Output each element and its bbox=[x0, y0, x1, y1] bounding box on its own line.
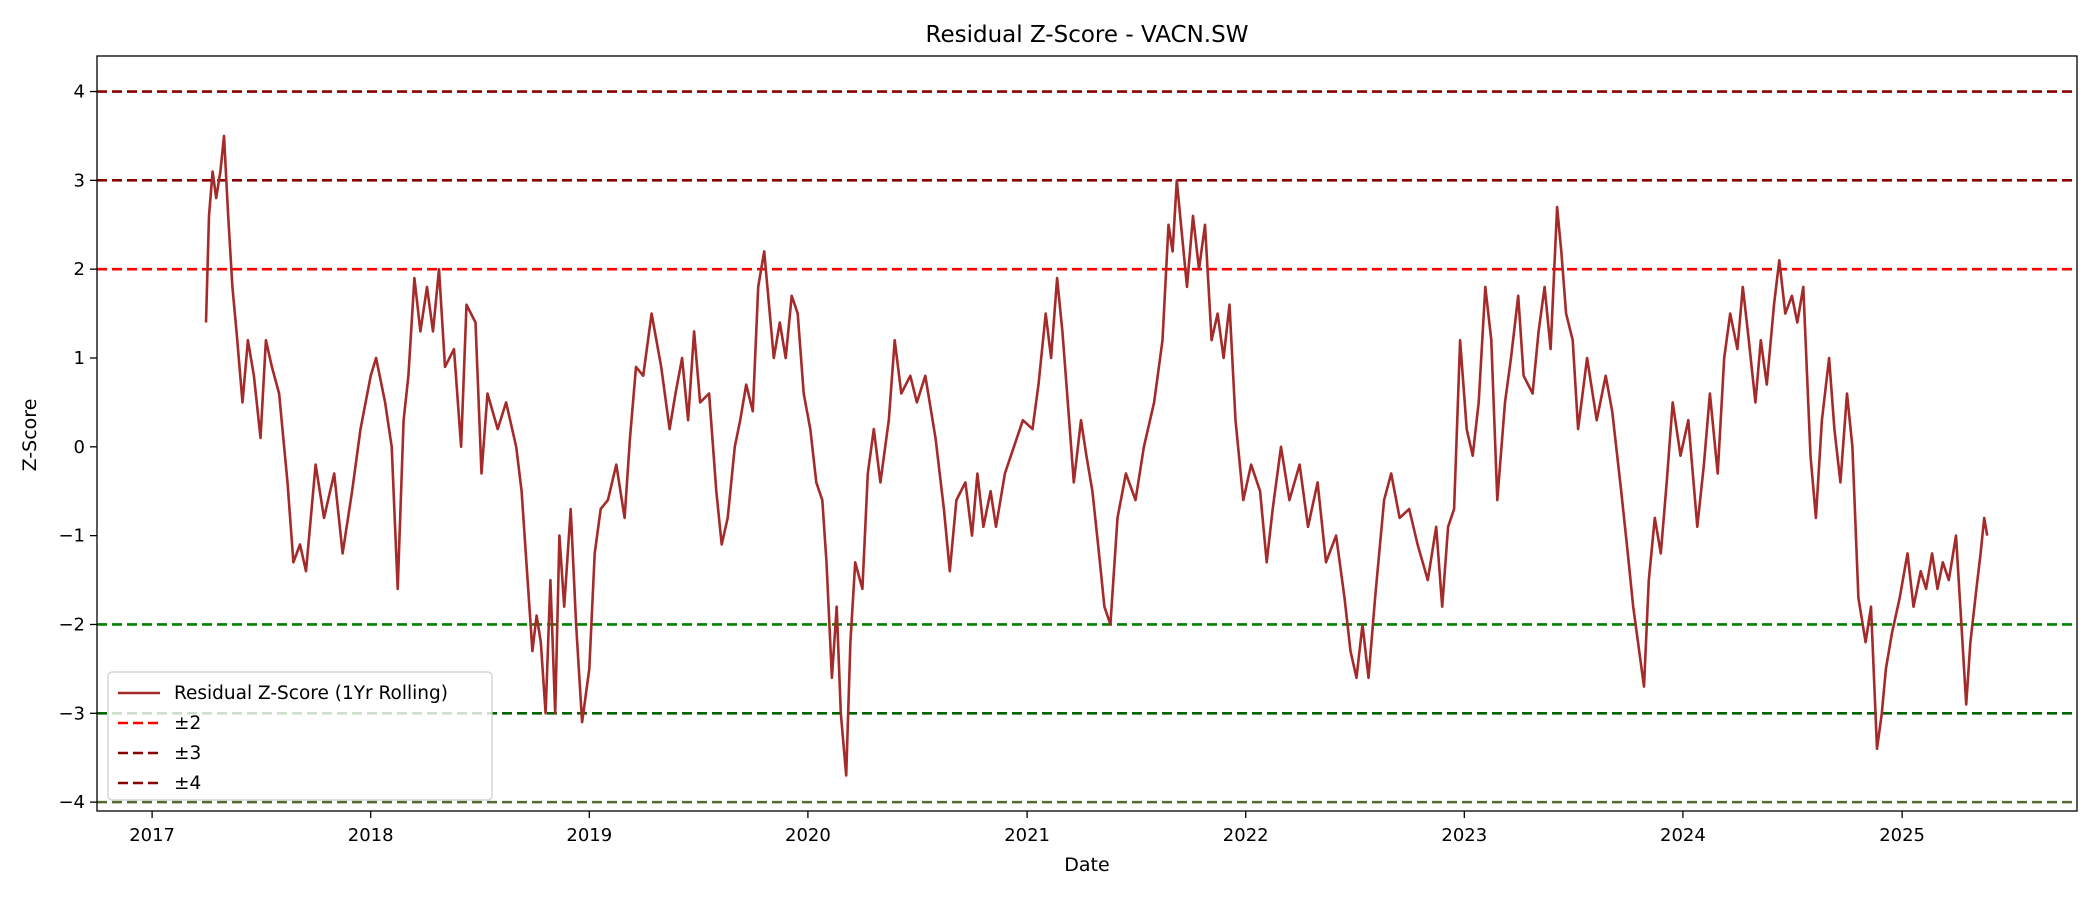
x-tick-label: 2023 bbox=[1441, 825, 1487, 846]
x-tick-label: 2025 bbox=[1879, 825, 1925, 846]
chart-title: Residual Z-Score - VACN.SW bbox=[926, 22, 1249, 48]
x-axis-ticks: 2017 2018 2019 2020 2021 2022 2023 2024 2025 bbox=[129, 811, 1925, 846]
legend-label: ±2 bbox=[174, 713, 201, 734]
x-tick-label: 2019 bbox=[566, 825, 612, 846]
y-axis-ticks: −4 −3 −2 −1 0 1 2 3 4 bbox=[58, 82, 97, 813]
legend-label: ±3 bbox=[174, 743, 201, 764]
x-tick-label: 2021 bbox=[1004, 825, 1050, 846]
legend-label: Residual Z-Score (1Yr Rolling) bbox=[174, 683, 448, 704]
x-tick-label: 2024 bbox=[1660, 825, 1706, 846]
y-tick-label: 1 bbox=[74, 348, 85, 369]
x-axis-label: Date bbox=[1064, 854, 1109, 876]
y-tick-label: 4 bbox=[74, 82, 85, 103]
x-tick-label: 2022 bbox=[1223, 825, 1269, 846]
x-tick-label: 2020 bbox=[785, 825, 831, 846]
series-layer bbox=[204, 134, 1989, 777]
y-tick-label: −2 bbox=[58, 614, 85, 635]
legend: Residual Z-Score (1Yr Rolling) ±2 ±3 ±4 bbox=[107, 671, 493, 801]
y-tick-label: −3 bbox=[58, 703, 85, 724]
plot-frame bbox=[96, 55, 2078, 812]
y-tick-label: 2 bbox=[74, 259, 85, 280]
x-tick-label: 2018 bbox=[348, 825, 394, 846]
y-tick-label: −4 bbox=[58, 792, 85, 813]
legend-label: ±4 bbox=[174, 773, 201, 794]
reference-lines bbox=[97, 90, 2077, 804]
y-tick-label: −1 bbox=[58, 526, 85, 547]
y-tick-label: 0 bbox=[74, 437, 85, 458]
x-tick-label: 2017 bbox=[129, 825, 175, 846]
y-axis-label: Z-Score bbox=[19, 399, 41, 472]
series-line-0 bbox=[204, 134, 1989, 777]
y-tick-label: 3 bbox=[74, 170, 85, 191]
legend-box bbox=[107, 671, 493, 801]
